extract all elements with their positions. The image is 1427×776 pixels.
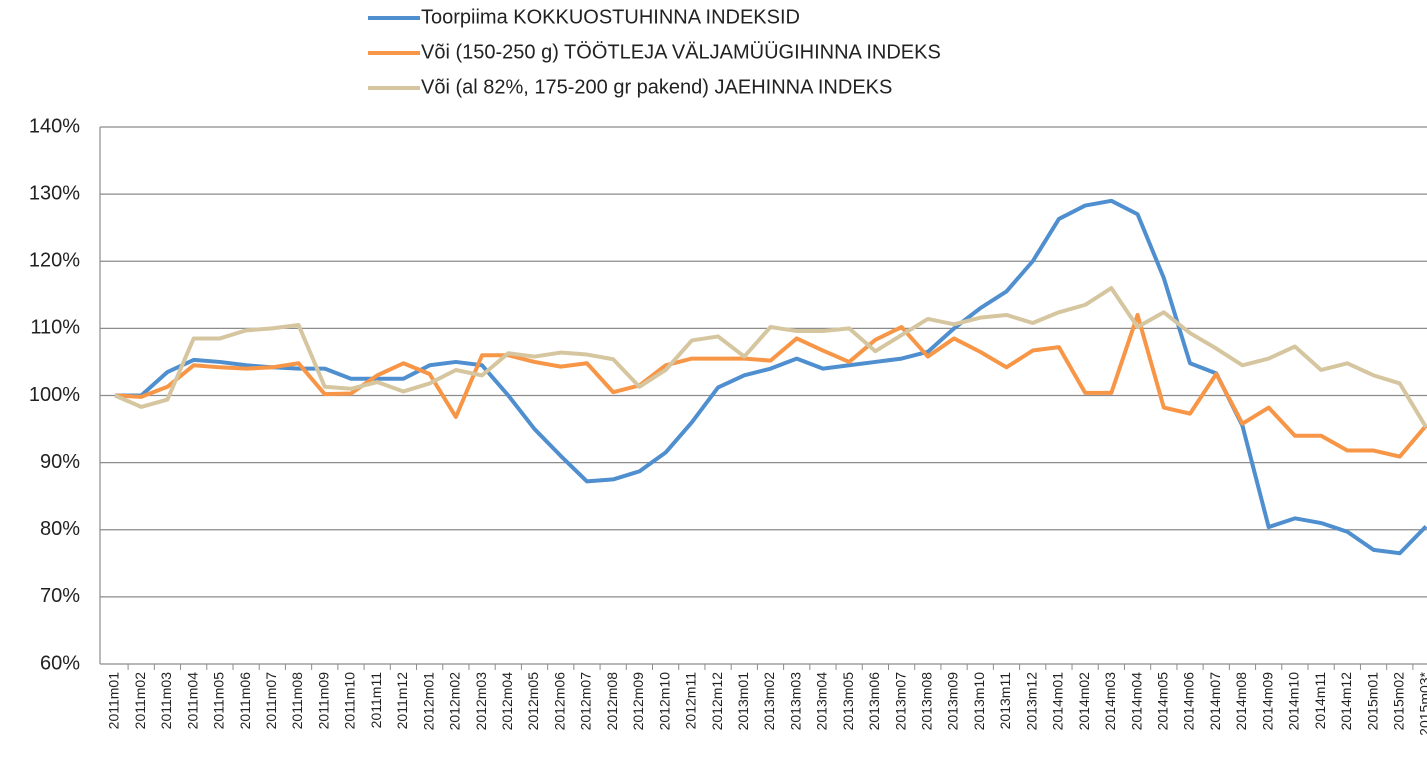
legend-label: Või (al 82%, 175-200 gr pakend) JAEHINNA…: [421, 76, 892, 98]
x-tick-label: 2014m01: [1050, 672, 1066, 731]
x-tick-label: 2013m05: [840, 672, 856, 731]
x-tick-label: 2014m09: [1259, 672, 1275, 731]
x-tick-label: 2013m10: [971, 672, 987, 731]
series-line: [114, 286, 1427, 429]
x-tick-label: 2014m07: [1207, 672, 1223, 731]
x-tick-label: 2012m02: [447, 672, 463, 731]
y-tick-label: 100%: [29, 384, 80, 406]
x-tick-label: 2011m07: [263, 672, 279, 730]
x-tick-label: 2012m06: [551, 672, 567, 731]
x-tick-label: 2014m11: [1312, 672, 1328, 730]
x-tick-label: 2011m05: [211, 672, 227, 730]
y-tick-label: 70%: [40, 585, 80, 607]
x-tick-label: 2013m08: [919, 672, 935, 731]
x-tick-label: 2013m03: [787, 672, 803, 731]
y-tick-label: 60%: [40, 652, 80, 674]
x-tick-label: 2011m03: [158, 672, 174, 730]
x-tick-label: 2014m12: [1338, 672, 1354, 731]
y-tick-label: 110%: [30, 317, 80, 339]
x-tick-label: 2014m03: [1102, 672, 1118, 731]
x-tick-label: 2013m09: [945, 672, 961, 731]
y-tick-label: 140%: [29, 115, 80, 137]
x-tick-label: 2014m04: [1128, 672, 1144, 731]
y-tick-label: 80%: [40, 518, 80, 540]
x-tick-label: 2011m09: [315, 672, 331, 730]
x-tick-label: 2012m01: [420, 672, 436, 731]
x-tick-label: 2013m06: [866, 672, 882, 731]
legend-label: Või (150-250 g) TÖÖTLEJA VÄLJAMÜÜGIHINNA…: [421, 41, 941, 63]
x-tick-label: 2013m11: [997, 672, 1013, 730]
x-tick-label: 2012m07: [578, 672, 594, 731]
legend-label: Toorpiima KOKKUOSTUHINNA INDEKSID: [421, 6, 800, 28]
x-tick-label: 2013m07: [892, 672, 908, 731]
x-tick-label: 2012m09: [630, 672, 646, 731]
x-tick-label: 2015m01: [1364, 672, 1380, 731]
x-tick-label: 2012m10: [656, 672, 672, 731]
x-tick-label: 2011m10: [342, 672, 358, 730]
x-tick-label: 2011m08: [289, 672, 305, 730]
x-tick-label: 2011m12: [394, 672, 410, 730]
x-tick-label: 2014m10: [1286, 672, 1302, 731]
x-tick-label: 2015m03*: [1417, 671, 1427, 735]
x-tick-label: 2014m05: [1155, 672, 1171, 731]
x-tick-label: 2011m06: [237, 672, 253, 730]
x-tick-label: 2012m12: [709, 672, 725, 731]
x-tick-label: 2012m11: [683, 672, 699, 730]
x-tick-label: 2014m06: [1181, 672, 1197, 731]
x-tick-label: 2012m05: [525, 672, 541, 731]
x-tick-label: 2013m01: [735, 672, 751, 731]
x-tick-label: 2013m12: [1023, 672, 1039, 731]
y-tick-label: 90%: [40, 451, 80, 473]
x-tick-label: 2011m01: [106, 672, 122, 730]
y-tick-label: 120%: [29, 250, 80, 272]
x-tick-label: 2012m08: [604, 672, 620, 731]
series-line: [114, 312, 1427, 459]
x-tick-label: 2012m03: [473, 672, 489, 731]
x-tick-label: 2013m04: [814, 672, 830, 731]
x-tick-label: 2013m02: [761, 672, 777, 731]
x-tick-label: 2015m02: [1390, 672, 1406, 731]
x-tick-label: 2011m02: [132, 672, 148, 730]
x-tick-label: 2014m08: [1233, 672, 1249, 731]
x-tick-label: 2011m04: [184, 672, 200, 730]
x-tick-label: 2012m04: [499, 672, 515, 731]
series-line: [115, 198, 1427, 556]
x-tick-label: 2014m02: [1076, 672, 1092, 731]
y-tick-label: 130%: [29, 182, 80, 204]
x-tick-label: 2011m11: [368, 672, 384, 729]
